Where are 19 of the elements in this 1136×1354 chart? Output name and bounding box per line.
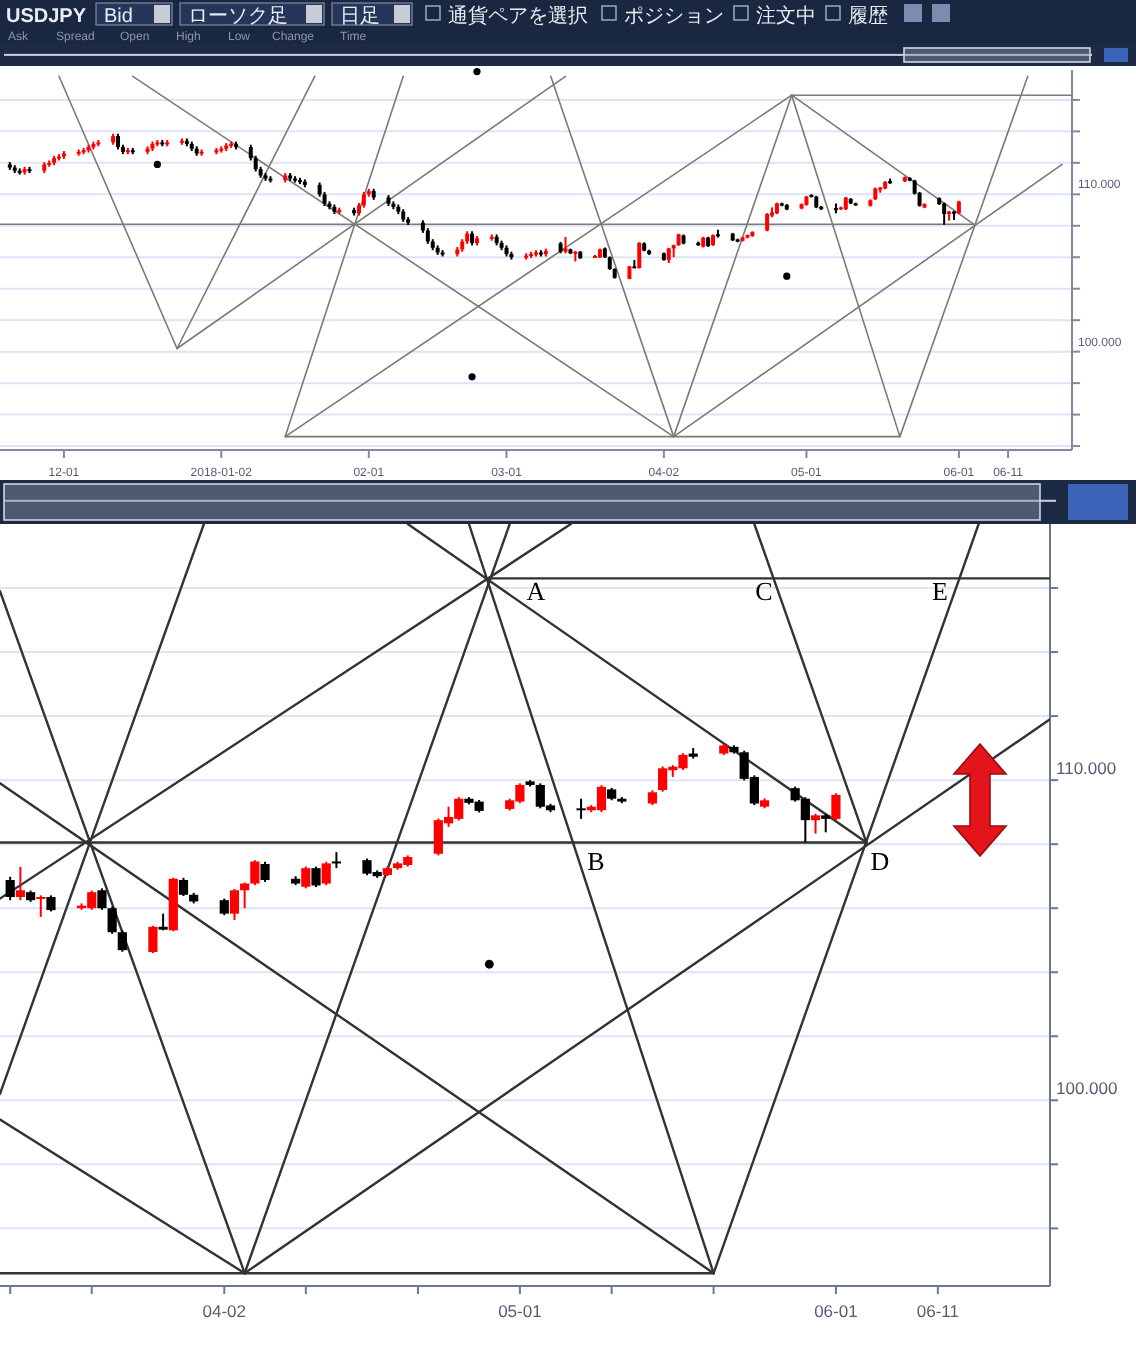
text: ローソク足 — [188, 6, 288, 28]
text: 注文中 — [756, 4, 816, 28]
text: 履歴 — [848, 6, 888, 28]
annotation: E — [932, 575, 949, 606]
text: 日足 — [340, 6, 380, 28]
x-tick-label: 05-01 — [498, 1301, 543, 1321]
text: 通貨ペアを選択 — [448, 4, 588, 28]
annotation: B — [587, 845, 606, 876]
annotation: D — [870, 845, 890, 876]
text: USDJPY — [6, 6, 87, 28]
x-tick-label: 04-02 — [202, 1301, 247, 1321]
x-tick-label: 06-01 — [814, 1301, 859, 1321]
annotation: C — [755, 575, 773, 606]
annotation: A — [526, 575, 547, 606]
x-tick-label: 06-11 — [916, 1301, 960, 1321]
text: ポジション — [624, 6, 724, 28]
y-tick-label: 110.000 — [1056, 758, 1117, 779]
text: Bid — [104, 6, 133, 28]
y-tick-label: 100.000 — [1056, 1078, 1118, 1099]
